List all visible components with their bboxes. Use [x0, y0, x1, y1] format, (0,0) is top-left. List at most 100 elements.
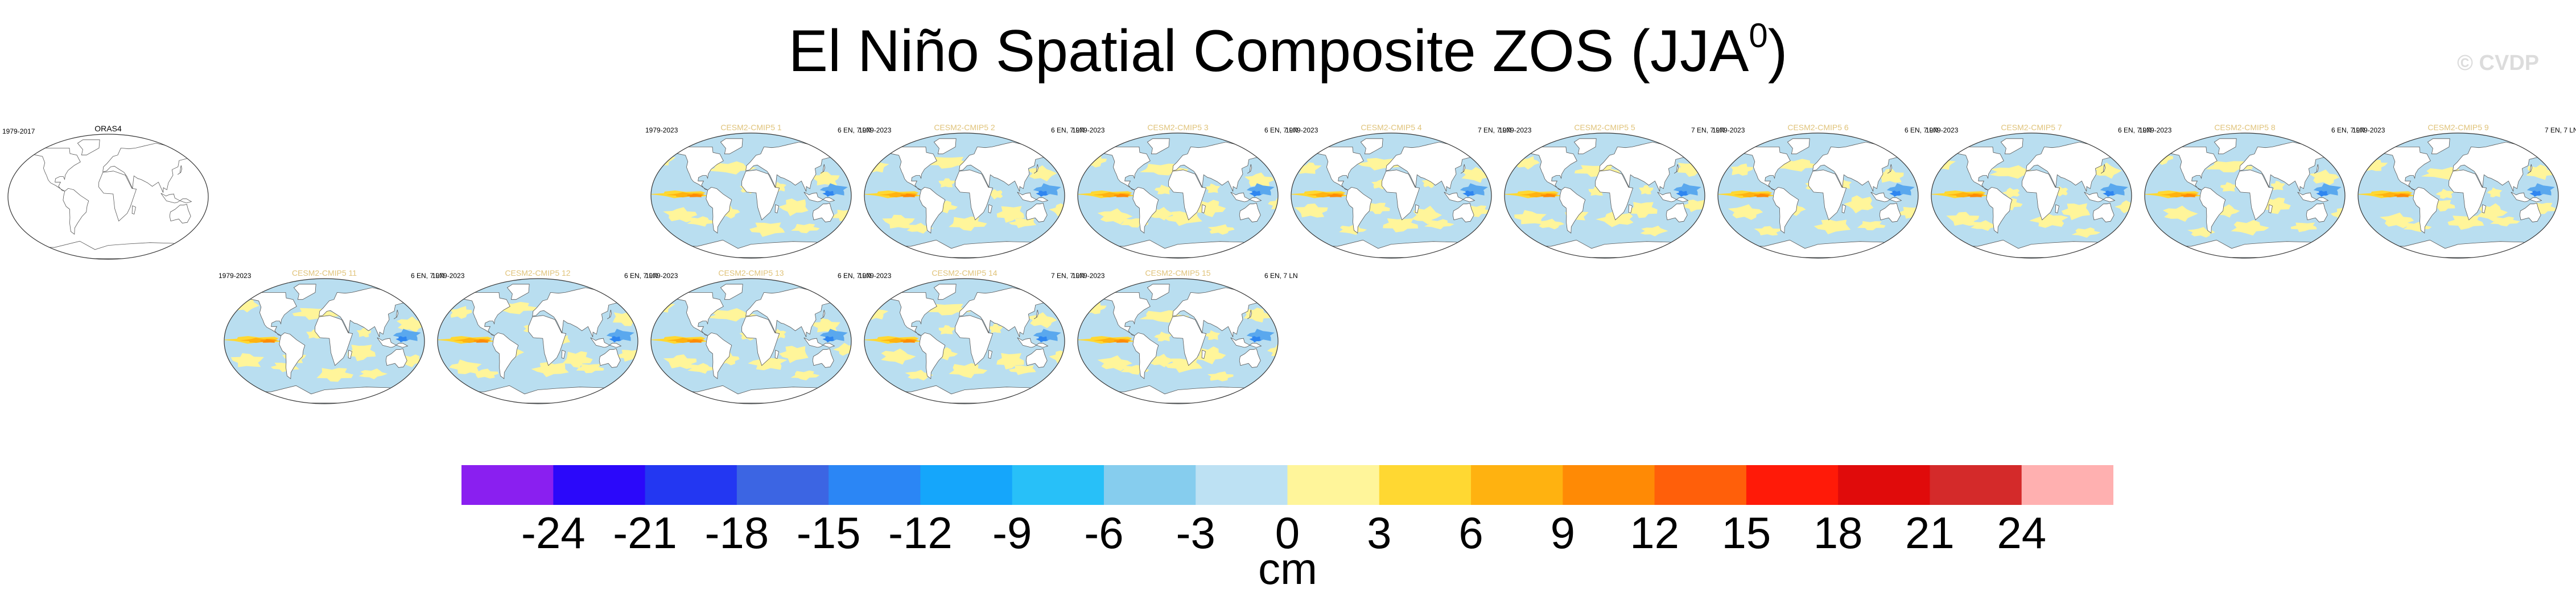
land-samerica — [1132, 332, 1159, 379]
positive-anomaly-area — [812, 318, 840, 333]
land-australia — [599, 348, 621, 368]
positive-anomaly-area — [1989, 165, 2039, 179]
positive-anomaly-area — [2053, 186, 2068, 197]
land-madagascar — [1841, 204, 1846, 214]
panel-title: CESM2-CMIP5 8 — [2214, 123, 2276, 132]
land-madagascar — [2268, 204, 2273, 214]
positive-anomaly-core — [1754, 193, 1772, 197]
negative-anomaly-core — [822, 190, 835, 197]
colorbar-units: cm — [1258, 544, 1317, 594]
panel-title: CESM2-CMIP5 6 — [1787, 123, 1849, 132]
land-eurasia_w — [532, 287, 625, 337]
positive-anomaly-core — [1114, 193, 1132, 197]
negative-anomaly-core — [1036, 190, 1048, 197]
map-border — [1931, 132, 2132, 259]
land-namerica — [1099, 147, 1151, 190]
panel-title: CESM2-CMIP5 5 — [1574, 123, 1635, 132]
positive-anomaly-area — [1154, 331, 1173, 342]
land-greenland — [720, 284, 743, 300]
colorbar-swatch — [553, 465, 646, 505]
colorbar-tick-label: -18 — [704, 508, 769, 558]
positive-anomaly-area — [996, 353, 1024, 370]
land-eurasia_w — [319, 287, 411, 337]
colorbar-swatch — [645, 465, 737, 505]
positive-anomaly-area — [2115, 200, 2132, 214]
positive-anomaly-area — [2206, 161, 2253, 173]
negative-anomaly-core — [1036, 336, 1048, 343]
land-greenland — [2000, 138, 2023, 155]
positive-anomaly-area — [356, 328, 371, 338]
panel-event-count: 6 EN, 7 LN — [838, 272, 871, 280]
positive-anomaly-area — [1205, 183, 1221, 193]
map-panel: ORAS4 1979-2017 — [2, 124, 211, 262]
positive-anomaly-area — [562, 351, 593, 368]
land-madagascar — [988, 204, 992, 214]
positive-anomaly-core — [1327, 193, 1345, 197]
land-greenland — [2427, 138, 2450, 155]
land-africa — [955, 315, 994, 366]
land-indonesia — [2511, 192, 2542, 202]
land-samerica — [492, 332, 519, 379]
panel-event-count: 6 EN, 7 LN — [1905, 126, 1938, 134]
land-greenland — [1147, 284, 1170, 300]
land-indonesia — [1657, 192, 1689, 202]
negative-anomaly-core — [395, 336, 408, 343]
colorbar-tick-label: 21 — [1905, 508, 1955, 558]
land-samerica — [63, 188, 89, 235]
land-australia — [385, 348, 407, 368]
positive-anomaly-area — [2071, 227, 2101, 238]
panel-event-count: 7 EN, 7 LN — [1691, 126, 1725, 134]
positive-anomaly-area — [316, 368, 353, 382]
land-australia — [2519, 202, 2541, 222]
positive-anomaly-area — [1629, 202, 1658, 218]
colorbar-tick-label: 18 — [1813, 508, 1863, 558]
map-border — [224, 278, 425, 404]
positive-anomaly-area — [1267, 344, 1278, 357]
positive-anomaly-area — [1676, 163, 1705, 177]
colorbar-swatch — [736, 465, 829, 505]
map-border — [864, 278, 1065, 404]
colorbar-swatch — [1838, 465, 1931, 505]
land-australia — [2092, 202, 2115, 222]
land-japan — [2527, 164, 2533, 174]
panel-period: 1979-2023 — [1072, 126, 1105, 134]
positive-anomaly-core — [1540, 193, 1559, 197]
positive-anomaly-core — [260, 339, 278, 343]
land-indonesia — [590, 337, 622, 348]
positive-anomaly-area — [576, 364, 604, 374]
positive-anomaly-area — [2061, 203, 2091, 221]
land-japan — [820, 164, 826, 174]
land-eurasia_w — [959, 287, 1052, 337]
panel-event-count: 7 EN, 7 LN — [1051, 272, 1085, 280]
land-madagascar — [2482, 204, 2486, 214]
colorbar-swatch — [1287, 465, 1380, 505]
negative-anomaly-core — [2529, 190, 2542, 197]
land-namerica — [1312, 147, 1364, 190]
map-panel: CESM2-CMIP5 13 1979-2023 6 EN, 7 LN — [645, 268, 871, 406]
land-madagascar — [131, 205, 136, 215]
map-svg — [437, 278, 638, 404]
colorbar — [461, 465, 2113, 505]
panel-title: CESM2-CMIP5 4 — [1361, 123, 1422, 132]
land-indonesia — [1444, 192, 1475, 202]
colorbar-ticks: -24 -21 -18 -15 -12 -9 -6 -3 0 3 6 9 12 15 18 21 24 — [0, 509, 2576, 560]
panel-period: 1979-2023 — [1926, 126, 1959, 134]
map-svg — [1291, 132, 1492, 259]
land-japan — [1033, 309, 1039, 320]
colorbar-swatch — [1563, 465, 1655, 505]
panel-event-count: 7 EN, 7 LN — [1478, 126, 1511, 134]
land-samerica — [1773, 186, 1799, 234]
positive-anomaly-area — [707, 308, 757, 322]
map-panel: CESM2-CMIP5 14 1979-2023 7 EN, 7 LN — [859, 268, 1085, 406]
land-australia — [1025, 202, 1048, 222]
panel-title: CESM2-CMIP5 3 — [1147, 123, 1209, 132]
positive-anomaly-area — [612, 312, 638, 326]
positive-anomaly-core — [687, 193, 705, 197]
positive-anomaly-area — [1383, 218, 1419, 233]
land-indonesia — [1870, 192, 1902, 202]
map-svg — [1077, 132, 1279, 259]
positive-anomaly-area — [1639, 185, 1654, 194]
colorbar-swatch — [1654, 465, 1747, 505]
positive-anomaly-area — [1728, 204, 1763, 220]
positive-anomaly-area — [1461, 167, 1491, 183]
